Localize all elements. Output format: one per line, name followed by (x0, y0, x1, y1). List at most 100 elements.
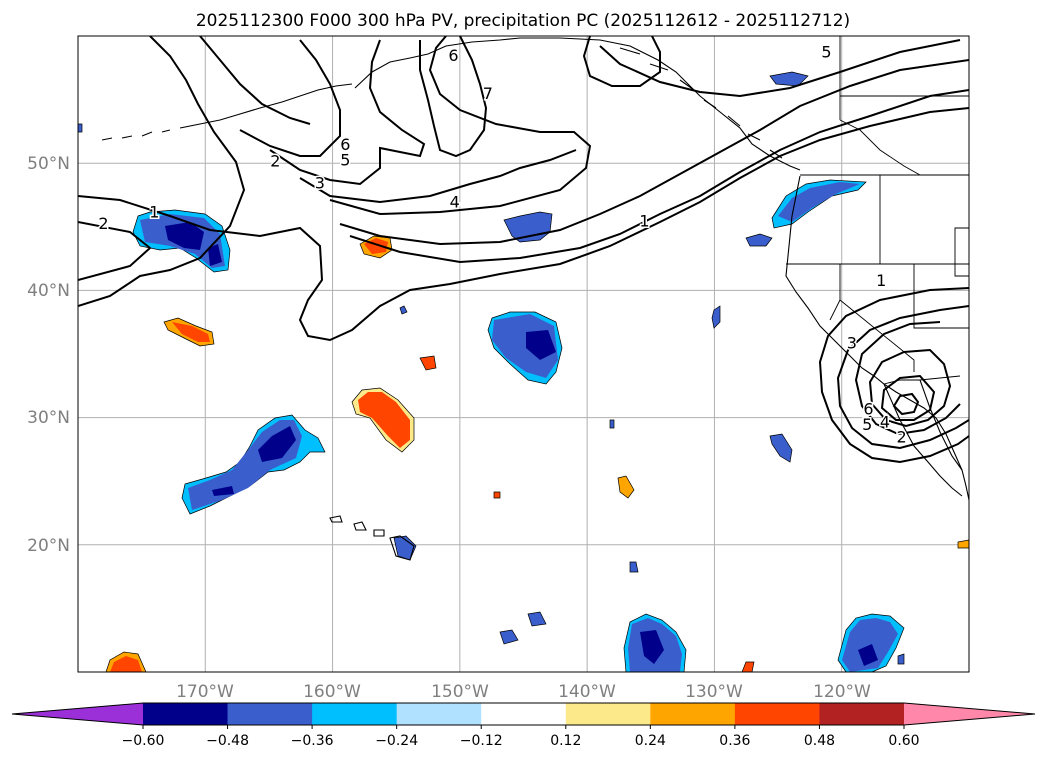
lat-label: 20°N (27, 536, 70, 556)
precip-negative-region (78, 123, 83, 133)
pv-contour-label: 2 (896, 428, 906, 447)
precip-positive-region (172, 322, 210, 342)
colorbar-tick-label: −0.24 (375, 733, 418, 749)
precip-negative-core (258, 426, 296, 462)
colorbar-tick-label: 0.48 (804, 733, 835, 749)
pv-contour-label: 6 (448, 46, 458, 65)
precip-negative-region (778, 182, 860, 222)
colorbar-swatch (481, 703, 567, 725)
alaska-coastline (354, 37, 801, 171)
colorbar-swatch (396, 703, 482, 725)
lon-label: 130°W (685, 682, 743, 702)
precip-positive-region (493, 491, 501, 499)
pv-contour-label: 2 (98, 214, 108, 233)
colorbar-tick-label: −0.12 (460, 733, 503, 749)
colorbar-tick-label: −0.48 (206, 733, 249, 749)
pv-contour-6 (582, 36, 661, 87)
pv-contour-2 (78, 36, 246, 307)
colorbar-outline (11, 702, 1036, 726)
colorbar: −0.60 −0.48 −0.36 −0.24 −0.12 0.12 0.24 0.36 0.4… (11, 702, 1036, 749)
lon-label: 160°W (303, 682, 361, 702)
lon-label: 140°W (558, 682, 616, 702)
precip-negative-region (609, 419, 615, 429)
pv-contour-label: 3 (315, 173, 325, 192)
precip-negative-core (526, 330, 556, 360)
precip-negative-region (769, 433, 793, 463)
pv-contour-label: 2 (270, 152, 280, 171)
lon-label: 170°W (176, 682, 234, 702)
pv-cutoff-4 (868, 348, 952, 428)
precip-negative-region (492, 314, 558, 378)
colorbar-tick-label: 0.36 (719, 733, 750, 749)
aleutian-islands (101, 83, 353, 141)
pv-contour-5 (299, 39, 961, 204)
pv-cutoff-6 (892, 392, 920, 416)
precip-negative-region (711, 305, 721, 329)
lon-label: 120°W (813, 682, 871, 702)
us-west-coastline (785, 175, 969, 501)
pv-contour-label: 5 (821, 42, 831, 61)
canada-province-borders (839, 36, 969, 176)
pv-contour-6 (269, 39, 426, 186)
pv-contour-label: 4 (880, 412, 890, 431)
pv-cutoff-1 (818, 287, 969, 464)
precip-positive-region (358, 392, 410, 448)
precip-positive-region (741, 661, 755, 672)
precip-negative-region (745, 233, 773, 247)
map-frame (77, 35, 970, 673)
precip-positive-region (110, 656, 142, 672)
pv-contour-label: 4 (450, 192, 460, 211)
pv-contour-7 (419, 36, 488, 158)
pv-contour-label: 5 (862, 415, 872, 434)
lat-label: 40°N (27, 281, 70, 301)
pv-contour-4 (329, 36, 592, 216)
precip-negative-region (527, 611, 547, 627)
pv-cutoff-2 (836, 305, 969, 450)
longitude-labels: 170°W 160°W 150°W 140°W 130°W 120°W (176, 682, 871, 702)
pv-contour-label: 3 (847, 334, 857, 353)
colorbar-tick-label: 0.12 (550, 733, 581, 749)
precip-anomaly-fills (78, 71, 969, 672)
pv-contour-3 (339, 59, 969, 246)
colorbar-tick-label: 0.24 (635, 733, 666, 749)
precip-negative-region (897, 653, 905, 665)
pv-contour-label: 1 (639, 211, 649, 230)
precip-positive-region (419, 355, 437, 371)
colorbar-swatch (650, 703, 736, 725)
colorbar-swatch (312, 703, 398, 725)
colorbar-swatch (143, 703, 229, 725)
pv-contour-6 (199, 36, 311, 125)
lat-label: 30°N (27, 408, 70, 428)
precip-negative-region (399, 305, 408, 315)
precip-negative-region (499, 629, 519, 645)
lat-label: 50°N (27, 154, 70, 174)
pv-contour-7 (239, 39, 341, 157)
precip-negative-region (769, 71, 809, 87)
colorbar-swatch (227, 703, 313, 725)
precip-negative-core (208, 244, 222, 266)
colorbar-extend-low (12, 703, 143, 725)
precip-positive-region (617, 475, 635, 499)
figure-title: 2025112300 F000 300 hPa PV, precipitatio… (196, 11, 850, 31)
pv-contour-2 (349, 89, 969, 264)
precip-positive-region (957, 539, 969, 549)
gridlines (78, 36, 969, 672)
pv-contours (78, 36, 969, 464)
precip-negative-region (393, 535, 417, 561)
pv-contour-label: 1 (149, 203, 159, 222)
pv-contour-label: 1 (876, 271, 886, 290)
pv-cutoff-5 (880, 374, 936, 421)
colorbar-swatch (565, 703, 651, 725)
latitude-labels: 50°N 40°N 30°N 20°N (27, 154, 70, 556)
colorbar-swatches (12, 703, 1035, 725)
colorbar-tick-label: −0.36 (291, 733, 334, 749)
hawaii-islands (329, 515, 415, 561)
pv-contour-label: 6 (340, 135, 350, 154)
lon-label: 150°W (431, 682, 489, 702)
precip-negative-region (629, 561, 639, 573)
colorbar-tick-label: −0.60 (122, 733, 165, 749)
colorbar-ticks: −0.60 −0.48 −0.36 −0.24 −0.12 0.12 0.24 0.36 0.4… (122, 725, 920, 749)
